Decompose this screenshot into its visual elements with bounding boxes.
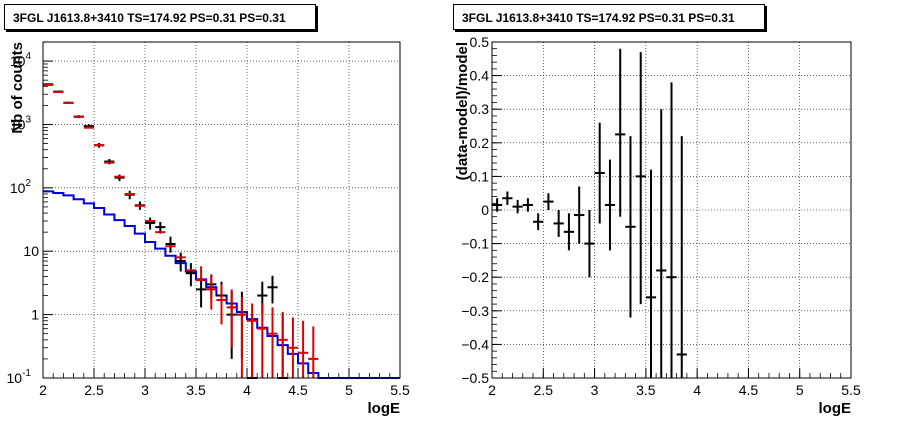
right-y-tick-label: 0.2 (470, 135, 490, 151)
left-x-tick-label: 2.5 (84, 382, 104, 398)
right-chart-title: 3FGL J1613.8+3410 TS=174.92 PS=0.31 PS=0… (453, 4, 765, 30)
left-x-tick-label: 5.5 (390, 382, 410, 398)
right-y-tick-label: 0.1 (470, 168, 490, 184)
right-x-tick-label: 3.5 (636, 382, 656, 398)
right-plot-frame (491, 41, 852, 379)
left-plot-frame (42, 41, 401, 379)
left-x-tick-label: 5 (345, 382, 353, 398)
right-x-tick-label: 5.5 (841, 382, 861, 398)
right-chart: 2 2.5 3 3.5 4 4.5 5 5.5 −0.5 −0.4 −0.3 −0.2 −0.1 0 0.1… (454, 34, 861, 417)
right-y-tick-label: 0.3 (470, 101, 490, 117)
right-y-axis-label: (data-model)/model (454, 42, 471, 180)
right-y-tick-label: −0.1 (461, 236, 489, 252)
left-chart-title: 3FGL J1613.8+3410 TS=174.92 PS=0.31 PS=0… (4, 4, 316, 30)
left-y-tick-label: 104 (10, 51, 32, 69)
left-x-axis-label: logE (368, 400, 401, 417)
left-chart: 2 2.5 3 3.5 4 4.5 5 5.5 10-1 1 10 102 103 104 logE Nb o… (7, 41, 410, 417)
right-x-tick-label: 3 (591, 382, 599, 398)
left-y-axis-label: Nb of counts (9, 42, 26, 134)
left-y-tick-label: 102 (10, 178, 32, 196)
left-x-tick-label: 4 (243, 382, 251, 398)
right-x-tick-label: 2.5 (534, 382, 554, 398)
right-y-tick-label: −0.4 (461, 336, 489, 352)
left-plot-area (43, 42, 400, 378)
right-x-tick-label: 5 (796, 382, 804, 398)
left-y-tick-label: 1 (31, 307, 39, 323)
right-y-tick-label: 0.5 (470, 34, 490, 50)
right-y-tick-label: 0.4 (470, 68, 490, 84)
right-x-tick-label: 4 (693, 382, 701, 398)
left-y-tick-label: 103 (10, 114, 32, 132)
right-y-tick-label: 0 (481, 202, 489, 218)
right-x-tick-label: 4.5 (739, 382, 759, 398)
right-y-tick-label: −0.5 (461, 370, 489, 386)
right-y-tick-label: −0.2 (461, 269, 489, 285)
background-model-histogram (43, 190, 400, 379)
left-x-tick-label: 3.5 (186, 382, 206, 398)
left-y-tick-label: 10-1 (7, 368, 32, 386)
left-x-tick-label: 4.5 (288, 382, 308, 398)
left-x-tick-label: 3 (141, 382, 149, 398)
left-y-tick-label: 10 (23, 243, 39, 259)
right-x-axis-label: logE (819, 400, 852, 417)
right-y-tick-label: −0.3 (461, 303, 489, 319)
left-x-tick-label: 2 (39, 382, 47, 398)
right-x-tick-label: 2 (488, 382, 496, 398)
